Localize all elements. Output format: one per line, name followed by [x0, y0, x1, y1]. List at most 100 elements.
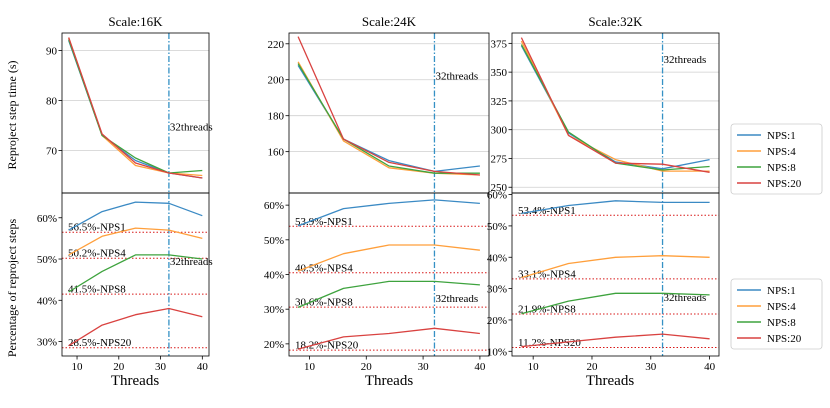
- bottom-panel-3-series-nps4: [521, 255, 710, 279]
- bottom-panel-1-xtick-label-3: 40: [197, 361, 209, 373]
- bottom-panel-1-hline-label-2: 41.5%-NPS8: [68, 284, 126, 296]
- top-ylabel: Reproject step time (s): [5, 61, 19, 170]
- top-panel-2: 32threads 160 180 200 220 Scale:24K: [268, 14, 490, 194]
- top-panel-3-ytick-label-0: 250: [491, 182, 508, 194]
- top-panel-1-ytick-label-0: 70: [46, 146, 58, 158]
- figure-labels: Reproject step time (s) Percentage of re…: [5, 61, 634, 389]
- top-panel-1-series-nps8: [68, 39, 203, 174]
- top-panel-2-ytick-label-2: 200: [268, 75, 285, 87]
- plot-panels: 32threads 70 80 90 Scale:16K 32threads 160 180 2…: [37, 14, 720, 373]
- top-panel-2-ytick-label-1: 180: [268, 111, 285, 123]
- bottom-panel-3-xtick-label-2: 30: [645, 361, 657, 373]
- bottom-panel-3-ytick-label-1: 20%: [487, 315, 507, 327]
- bottom-panel-3-ytick-label-3: 40%: [487, 252, 507, 264]
- bottom-panel-3-hline-label-3: 11.2%-NPS20: [518, 337, 581, 349]
- legends: NPS:1NPS:4NPS:8NPS:20NPS:1NPS:4NPS:8NPS:…: [730, 123, 823, 350]
- bottom-panel-1-series-nps4: [68, 227, 203, 256]
- top-panel-3-series-nps20: [520, 37, 710, 173]
- bottom-panel-1-ytick-label-3: 60%: [37, 213, 57, 225]
- bottom-panel-3-series-nps8: [521, 292, 710, 315]
- bottom-panel-3-frame: [511, 192, 720, 357]
- bottom-panel-3: 53.4%-NPS1 33.1%-NPS4 21.9%-NPS8 11.2%-NPS2…: [487, 190, 720, 373]
- bottom-panel-2-ytick-label-0: 20%: [264, 339, 284, 351]
- bottom-legend-label-nps20: NPS:20: [767, 333, 802, 345]
- bottom-panel-3-ytick-label-0: 10%: [487, 346, 507, 358]
- top-panel-2-ytick-label-0: 160: [268, 147, 285, 159]
- bottom-panel-3-xtick-label-1: 20: [586, 361, 598, 373]
- xlabel-panel-3: Threads: [586, 373, 634, 389]
- bottom-legend: NPS:1 NPS:4 NPS:8 NPS:20: [730, 278, 823, 350]
- bottom-panel-2-xtick-label-0: 10: [304, 361, 316, 373]
- bottom-legend-label-nps8: NPS:8: [767, 317, 796, 329]
- bottom-panel-2-vline-label: 32threads: [435, 293, 478, 305]
- top-legend-label-nps8: NPS:8: [767, 162, 796, 174]
- bottom-panel-1-ytick-label-2: 50%: [37, 254, 57, 266]
- bottom-panel-2-xtick-label-3: 40: [474, 361, 486, 373]
- bottom-panel-1-hline-label-0: 56.5%-NPS1: [68, 222, 126, 234]
- top-panel-3-ytick-label-5: 375: [491, 38, 508, 50]
- top-legend: NPS:1 NPS:4 NPS:8 NPS:20: [730, 123, 823, 195]
- top-panel-2-vline-label: 32threads: [435, 71, 478, 83]
- bottom-panel-3-hline-label-1: 33.1%-NPS4: [518, 268, 576, 280]
- bottom-panel-2-hline-label-0: 53.9%-NPS1: [295, 216, 353, 228]
- top-panel-3-ytick-label-3: 325: [491, 96, 508, 108]
- top-legend-label-nps4: NPS:4: [767, 146, 796, 158]
- top-legend-label-nps20: NPS:20: [767, 178, 802, 190]
- top-panel-3-ytick-label-2: 300: [491, 125, 508, 137]
- bottom-panel-2-ytick-label-2: 40%: [264, 270, 284, 282]
- bottom-panel-2-xtick-label-1: 20: [361, 361, 373, 373]
- bottom-panel-2-series-nps8: [297, 280, 480, 308]
- top-panel-1-series-nps4: [68, 37, 203, 177]
- bottom-panel-3-ytick-label-2: 30%: [487, 284, 507, 296]
- bottom-panel-3-xtick-label-3: 40: [704, 361, 716, 373]
- top-panel-1-ytick-label-2: 90: [46, 46, 58, 58]
- bottom-panel-1-series-nps20: [68, 307, 203, 347]
- top-panel-1-series-nps20: [68, 37, 203, 179]
- top-panel-1-title: Scale:16K: [108, 14, 163, 29]
- bottom-panel-1: 56.5%-NPS1 50.2%-NPS4 41.5%-NPS8 28.5%-NPS2…: [37, 192, 213, 373]
- bottom-panel-2-ytick-label-1: 30%: [264, 304, 284, 316]
- top-legend-label-nps1: NPS:1: [767, 130, 796, 142]
- bottom-legend-label-nps4: NPS:4: [767, 301, 796, 313]
- bottom-panel-2-ytick-label-3: 50%: [264, 235, 284, 247]
- bottom-panel-2: 53.9%-NPS1 40.5%-NPS4 30.6%-NPS8 18.2%-NPS2…: [264, 192, 490, 373]
- bottom-panel-1-xtick-label-0: 10: [72, 361, 84, 373]
- bottom-panel-1-series-nps1: [68, 201, 203, 231]
- bottom-panel-1-ytick-label-1: 40%: [37, 295, 57, 307]
- bottom-panel-2-series-nps1: [297, 199, 480, 227]
- bottom-panel-1-ytick-label-0: 30%: [37, 337, 57, 349]
- bottom-panel-3-series-nps20: [521, 333, 710, 348]
- top-panel-1-ytick-label-1: 80: [46, 96, 58, 108]
- bottom-panel-1-series-nps8: [68, 254, 203, 293]
- bottom-panel-3-xtick-label-0: 10: [528, 361, 540, 373]
- top-panel-3-title: Scale:32K: [588, 14, 643, 29]
- bottom-panel-1-xtick-label-1: 20: [113, 361, 125, 373]
- bottom-panel-3-ytick-label-4: 50%: [487, 221, 507, 233]
- bottom-panel-2-series-nps20: [297, 327, 480, 350]
- bottom-panel-2-hline-label-2: 30.6%-NPS8: [295, 297, 353, 309]
- bottom-legend-box: [730, 278, 823, 350]
- top-panel-3-vline-label: 32threads: [664, 54, 707, 66]
- top-panel-1-vline-label: 32threads: [170, 122, 213, 134]
- top-legend-box: [730, 123, 823, 195]
- bottom-panel-2-series-nps4: [297, 244, 480, 272]
- bottom-panel-1-hline-label-3: 28.5%-NPS20: [68, 337, 132, 349]
- bottom-panel-2-hline-label-3: 18.2%-NPS20: [295, 340, 359, 352]
- top-panel-3-ytick-label-4: 350: [491, 67, 508, 79]
- bottom-panel-2-ytick-label-4: 60%: [264, 200, 284, 212]
- bottom-legend-label-nps1: NPS:1: [767, 285, 796, 297]
- top-panel-3: 32threads 250 275 300 325 350 375 Scale:32K: [491, 14, 720, 194]
- top-panel-3-ytick-label-1: 275: [491, 153, 508, 165]
- bottom-panel-3-hline-label-2: 21.9%-NPS8: [518, 303, 576, 315]
- bottom-panel-1-hline-label-1: 50.2%-NPS4: [68, 248, 126, 260]
- bottom-panel-1-frame: [61, 192, 210, 357]
- bottom-ylabel: Percentage of reproject steps: [5, 219, 19, 358]
- bottom-panel-3-hline-label-0: 53.4%-NPS1: [518, 205, 576, 217]
- bottom-panel-3-series-nps1: [521, 200, 710, 215]
- bottom-panel-1-xtick-label-2: 30: [155, 361, 167, 373]
- top-panel-1-frame: [61, 32, 210, 194]
- bottom-panel-2-xtick-label-2: 30: [418, 361, 430, 373]
- bottom-panel-2-hline-label-1: 40.5%-NPS4: [295, 262, 353, 274]
- top-panel-1: 32threads 70 80 90 Scale:16K: [46, 14, 213, 194]
